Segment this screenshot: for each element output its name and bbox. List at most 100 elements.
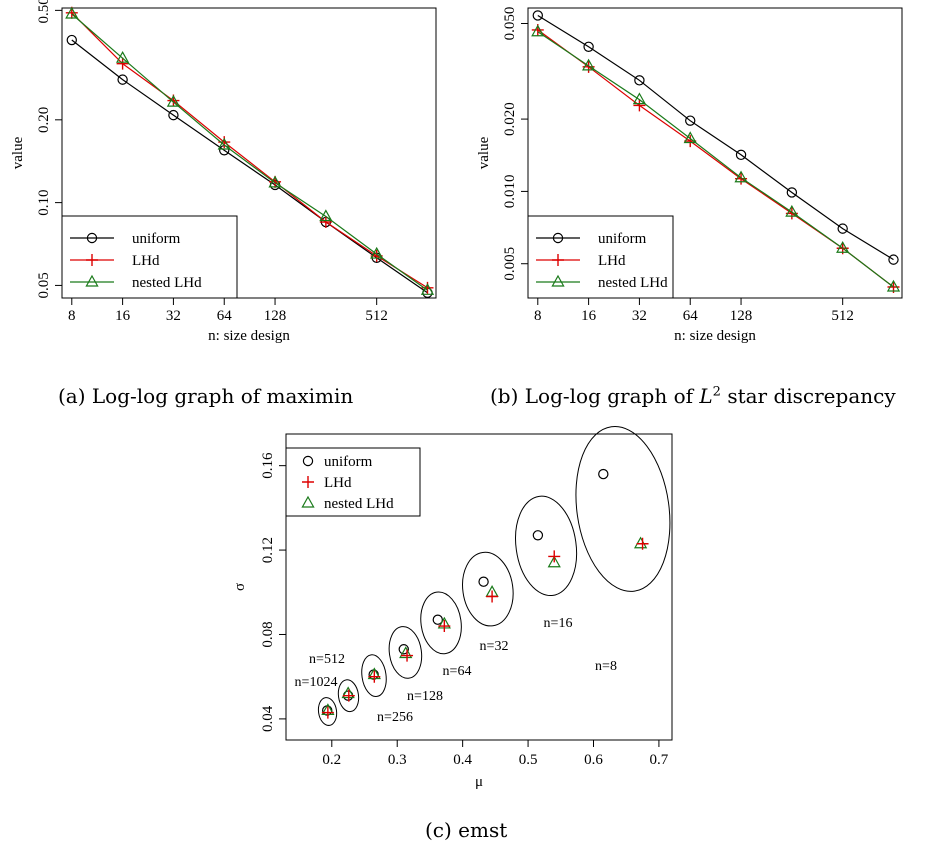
maximin-legend-marker <box>86 254 98 266</box>
maximin-legend-label: uniform <box>132 231 181 247</box>
emst-group-label: n=256 <box>377 710 413 725</box>
emst-group-label: n=64 <box>443 664 472 679</box>
maximin-y-tick-label: 0.50 <box>36 0 52 23</box>
emst-y-tick-label: 0.08 <box>260 621 276 647</box>
emst-group-label: n=8 <box>595 659 617 674</box>
maximin-point <box>65 6 79 19</box>
emst-legend-label: LHd <box>324 475 352 491</box>
emst-legend-label: uniform <box>324 454 373 470</box>
discrepancy-y-tick-label: 0.020 <box>502 102 518 136</box>
maximin-point <box>319 209 333 222</box>
emst-y-tick-label: 0.12 <box>260 537 276 563</box>
discrepancy-point <box>836 241 850 253</box>
maximin-point <box>115 50 130 63</box>
chart-l2-discrepancy: 8 16 32 64 128 512 0.005 0.010 0.020 0.050 n: size… <box>476 7 903 344</box>
maximin-point <box>217 137 231 150</box>
maximin-series-line <box>71 13 428 291</box>
maximin-x-tick-label: 8 <box>68 308 76 324</box>
maximin-legend-box <box>61 215 238 299</box>
emst-point-lhd <box>438 620 451 633</box>
discrepancy-x-tick-label: 128 <box>730 308 753 324</box>
discrepancy-x-tick-label: 512 <box>831 308 854 324</box>
emst-y-tick-label: 0.16 <box>260 452 276 479</box>
emst-group-label: n=16 <box>544 616 573 631</box>
discrepancy-x-tick-label: 16 <box>581 308 597 324</box>
maximin-point <box>66 34 77 46</box>
caption-c: (c) emst <box>425 818 508 842</box>
maximin-legend-label: nested LHd <box>132 275 202 291</box>
maximin-y-tick-label: 0.20 <box>36 107 52 133</box>
emst-point-nested <box>547 555 561 568</box>
discrepancy-point <box>683 131 697 144</box>
maximin-legend-marker <box>86 232 98 244</box>
emst-legend-box <box>285 447 421 517</box>
emst-ellipse <box>317 697 338 726</box>
emst-legend-marker <box>301 495 315 508</box>
emst-plot-frame <box>285 433 673 741</box>
discrepancy-legend-label: nested LHd <box>598 275 668 291</box>
emst-legend-marker <box>302 476 314 488</box>
emst-ellipse <box>575 425 671 592</box>
maximin-point <box>166 94 181 107</box>
emst-point-lhd <box>548 550 561 563</box>
discrepancy-legend-marker <box>552 254 564 266</box>
emst-y-axis-label: σ <box>232 583 248 591</box>
emst-x-tick-label: 0.6 <box>584 752 603 768</box>
discrepancy-x-tick-label: 32 <box>632 308 647 324</box>
emst-y-tick-label: 0.04 <box>260 705 276 732</box>
maximin-point <box>268 175 282 188</box>
discrepancy-legend-label: LHd <box>598 253 626 269</box>
discrepancy-point <box>634 75 645 86</box>
maximin-plot-frame <box>61 7 437 299</box>
discrepancy-point <box>888 254 899 265</box>
emst-x-tick-label: 0.4 <box>453 752 472 768</box>
emst-point-lhd <box>401 649 414 662</box>
discrepancy-legend-marker <box>551 274 565 287</box>
discrepancy-point <box>581 58 596 71</box>
emst-ellipse <box>361 654 387 697</box>
emst-point-nested <box>633 536 648 549</box>
discrepancy-point <box>837 223 848 234</box>
maximin-series-line <box>71 39 428 294</box>
discrepancy-point <box>685 115 696 126</box>
caption-b: (b) Log-log graph of L2 star discrepancy <box>490 384 896 408</box>
emst-ellipse <box>462 551 514 627</box>
chart-maximin: 8 16 32 64 128 512 0.05 0.10 0.20 0.50 n: size des… <box>10 0 437 344</box>
emst-ellipse <box>515 495 578 597</box>
discrepancy-point <box>734 170 748 183</box>
emst-point-uniform <box>598 468 609 480</box>
maximin-point <box>370 246 384 259</box>
discrepancy-x-axis-label: n: size design <box>674 328 756 344</box>
emst-legend-label: nested LHd <box>324 496 394 512</box>
maximin-y-axis-label: value <box>10 136 26 169</box>
emst-ellipse <box>420 591 462 655</box>
emst-point-uniform <box>532 530 544 541</box>
emst-ellipse <box>388 626 423 679</box>
discrepancy-y-tick-label: 0.010 <box>502 175 518 209</box>
maximin-x-tick-label: 16 <box>115 308 131 324</box>
emst-point-lhd <box>342 689 355 702</box>
emst-point-uniform <box>432 614 443 625</box>
maximin-point <box>420 283 435 295</box>
discrepancy-plot-frame <box>527 7 903 299</box>
discrepancy-x-tick-label: 64 <box>683 308 699 324</box>
emst-point-uniform <box>478 576 489 587</box>
discrepancy-x-tick-label: 8 <box>534 308 542 324</box>
chart-emst: 0.2 0.3 0.4 0.5 0.6 0.7 0.04 0.08 0.12 0.16 μ σ n=8 n… <box>232 425 673 790</box>
maximin-point <box>168 109 179 121</box>
discrepancy-legend-marker <box>552 232 564 244</box>
discrepancy-point <box>886 279 901 292</box>
emst-x-tick-label: 0.3 <box>388 752 407 768</box>
emst-legend-marker <box>302 455 314 467</box>
discrepancy-series-line <box>537 31 894 288</box>
maximin-x-tick-label: 64 <box>217 308 233 324</box>
discrepancy-y-tick-label: 0.005 <box>502 247 518 281</box>
discrepancy-y-tick-label: 0.050 <box>502 7 518 41</box>
maximin-legend-label: LHd <box>132 253 160 269</box>
maximin-x-tick-label: 128 <box>264 308 287 324</box>
emst-x-tick-label: 0.2 <box>322 752 341 768</box>
maximin-series-line <box>71 12 428 289</box>
maximin-y-tick-label: 0.10 <box>36 189 52 215</box>
emst-point-nested <box>399 646 413 659</box>
maximin-x-axis-label: n: size design <box>208 328 290 344</box>
